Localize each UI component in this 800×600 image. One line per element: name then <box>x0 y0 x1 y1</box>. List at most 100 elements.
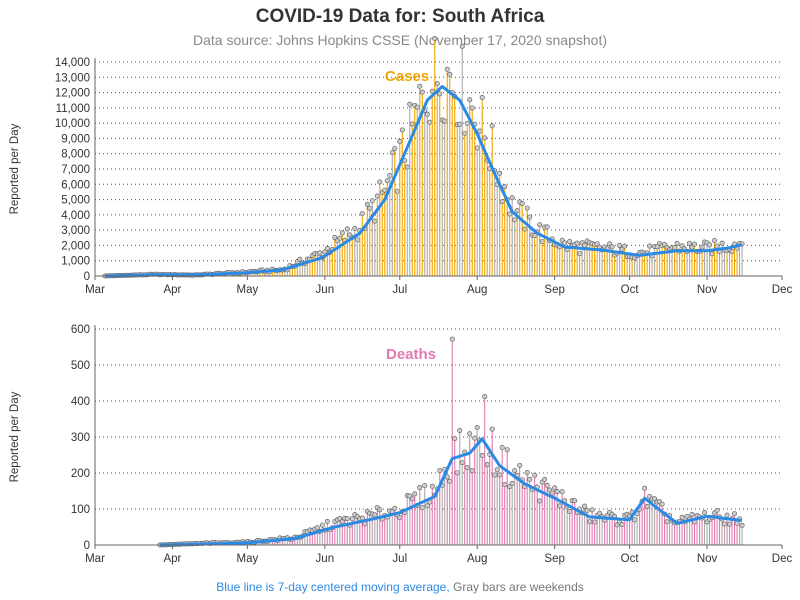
daily-marker <box>587 519 593 525</box>
daily-marker <box>372 512 378 518</box>
y-tick-label: 14,000 <box>55 57 90 69</box>
daily-marker <box>482 394 488 400</box>
y-axis-label: Reported per Day <box>9 123 21 214</box>
daily-marker <box>497 170 503 176</box>
daily-marker <box>344 226 350 232</box>
daily-marker <box>652 496 658 502</box>
daily-marker <box>297 256 303 262</box>
daily-marker <box>437 91 443 97</box>
daily-marker <box>444 66 450 72</box>
daily-marker <box>609 244 615 250</box>
daily-marker <box>504 447 510 453</box>
series-label: Deaths <box>386 346 436 363</box>
x-tick-label: Mar <box>85 553 105 565</box>
daily-marker <box>712 238 718 244</box>
daily-marker <box>567 508 573 514</box>
daily-marker <box>337 235 343 241</box>
daily-marker <box>512 468 518 474</box>
daily-marker <box>559 489 565 495</box>
daily-marker <box>324 246 330 252</box>
daily-marker <box>489 123 495 129</box>
daily-marker <box>527 214 533 220</box>
daily-marker <box>367 205 373 211</box>
daily-marker <box>497 472 503 478</box>
chart-title: COVID-19 Data for: South Africa <box>255 6 545 27</box>
daily-marker <box>464 465 470 471</box>
daily-marker <box>437 468 443 474</box>
daily-marker <box>447 71 453 77</box>
daily-marker <box>707 242 713 248</box>
daily-marker <box>482 135 488 141</box>
y-tick-label: 2,000 <box>61 240 90 252</box>
daily-marker <box>642 485 648 491</box>
x-tick-label: Jul <box>392 553 407 565</box>
daily-marker <box>382 187 388 193</box>
daily-marker <box>562 240 568 246</box>
daily-marker <box>619 521 625 527</box>
x-tick-label: Jun <box>316 284 335 296</box>
y-tick-label: 5,000 <box>61 195 90 207</box>
daily-marker <box>557 503 563 509</box>
daily-marker <box>414 104 420 110</box>
y-tick-label: 400 <box>71 396 90 408</box>
daily-marker <box>479 452 485 458</box>
daily-marker <box>417 485 423 491</box>
y-tick-label: 600 <box>71 324 90 336</box>
x-tick-label: Aug <box>467 284 487 296</box>
y-tick-label: 8,000 <box>61 149 90 161</box>
daily-marker <box>517 462 523 468</box>
daily-marker <box>692 241 698 247</box>
daily-marker <box>574 240 580 246</box>
daily-marker <box>524 205 530 211</box>
x-tick-label: Mar <box>85 284 105 296</box>
daily-marker <box>344 516 350 522</box>
daily-marker <box>509 480 515 486</box>
daily-marker <box>567 239 573 245</box>
x-tick-label: May <box>237 284 259 296</box>
daily-marker <box>319 522 325 528</box>
daily-marker <box>469 468 475 474</box>
x-tick-label: Dec <box>772 553 793 565</box>
daily-marker <box>427 119 433 125</box>
daily-marker <box>542 476 548 482</box>
daily-marker <box>709 251 715 257</box>
daily-marker <box>374 193 380 199</box>
daily-marker <box>359 211 365 217</box>
daily-marker <box>714 507 720 513</box>
x-tick-label: Apr <box>163 553 181 565</box>
daily-marker <box>424 111 430 117</box>
y-tick-label: 200 <box>71 468 90 480</box>
daily-marker <box>452 436 458 442</box>
y-tick-label: 10,000 <box>55 118 90 130</box>
daily-marker <box>732 511 738 517</box>
daily-marker <box>389 150 395 156</box>
daily-marker <box>377 507 383 513</box>
daily-marker <box>739 522 745 528</box>
daily-marker <box>434 81 440 87</box>
daily-marker <box>672 245 678 251</box>
daily-marker <box>442 118 448 124</box>
x-tick-label: Aug <box>467 553 487 565</box>
daily-marker <box>369 198 375 204</box>
daily-marker <box>592 519 598 525</box>
daily-marker <box>469 105 475 111</box>
daily-marker <box>447 478 453 484</box>
daily-marker <box>572 498 578 504</box>
daily-marker <box>472 435 478 441</box>
daily-marker <box>719 240 725 246</box>
y-tick-label: 1,000 <box>61 256 90 268</box>
daily-marker <box>454 470 460 476</box>
daily-marker <box>494 467 500 473</box>
daily-marker <box>364 201 370 207</box>
daily-marker <box>524 469 530 475</box>
x-tick-label: Dec <box>772 284 793 296</box>
cases-panel: 0 1,000 2,000 3,000 4,000 5,000 6,000 7,000 8,00… <box>9 35 793 296</box>
daily-marker <box>589 507 595 513</box>
daily-marker <box>432 35 438 41</box>
daily-marker <box>582 503 588 509</box>
y-tick-label: 100 <box>71 504 90 516</box>
x-tick-label: Sep <box>544 553 564 565</box>
daily-marker <box>317 250 323 256</box>
daily-marker <box>417 83 423 89</box>
y-tick-label: 0 <box>84 271 90 283</box>
